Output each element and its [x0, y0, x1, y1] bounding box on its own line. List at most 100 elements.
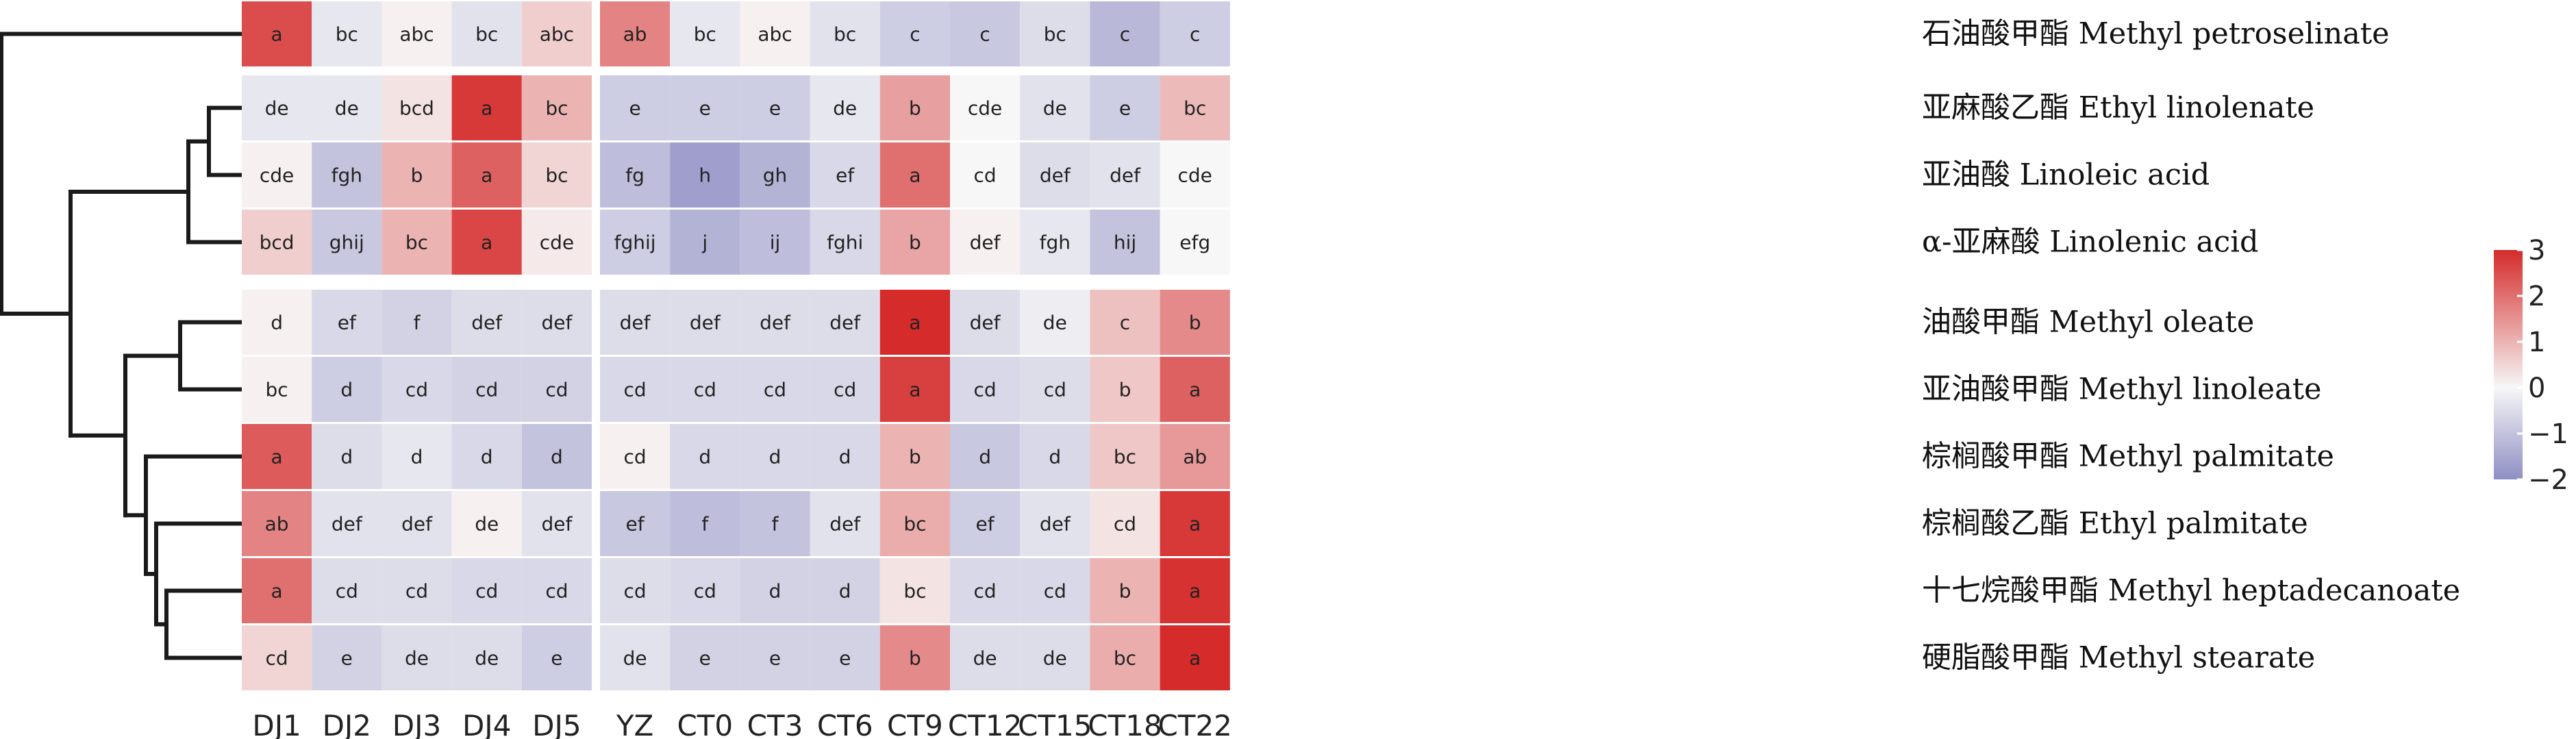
- heatmap-cell: [451, 558, 522, 623]
- heatmap-cell: [600, 210, 671, 275]
- column-label: CT9: [887, 709, 943, 739]
- cell-significance-letter: e: [839, 647, 851, 670]
- row-label: 亚麻酸乙酯 Ethyl linolenate: [1922, 91, 2314, 125]
- heatmap-cell: [1160, 142, 1230, 208]
- cell-significance-letter: e: [551, 647, 562, 670]
- heatmap-cell: [312, 290, 382, 355]
- heatmap-cell: [382, 424, 452, 489]
- heatmap-cell: [670, 558, 740, 623]
- cell-significance-letter: d: [769, 446, 781, 468]
- heatmap-cell: [521, 210, 592, 275]
- cell-significance-letter: de: [335, 97, 359, 120]
- heatmap-cell: [879, 142, 950, 208]
- cell-significance-letter: bc: [545, 97, 568, 120]
- heatmap-cell: [950, 75, 1021, 140]
- heatmap-cell: [312, 424, 382, 489]
- cell-significance-letter: def: [471, 312, 503, 334]
- cell-significance-letter: d: [839, 446, 851, 468]
- cell-significance-letter: bc: [903, 580, 926, 603]
- heatmap-cell: [242, 75, 312, 140]
- heatmap-cell: [451, 424, 522, 489]
- heatmap-cell: [382, 290, 452, 355]
- heatmap-cell: [879, 424, 950, 489]
- column-label: DJ3: [392, 709, 441, 739]
- heatmap-cell: [521, 491, 592, 556]
- heatmap-cell: [521, 558, 592, 623]
- colorbar-tick-label: 3: [2528, 235, 2545, 266]
- cell-significance-letter: fgh: [332, 164, 362, 187]
- row-label: 石油酸甲酯 Methyl petroselinate: [1922, 17, 2390, 51]
- heatmap-cell: [382, 210, 452, 275]
- cell-significance-letter: cd: [974, 164, 997, 187]
- column-labels: DJ1 DJ2 DJ3 DJ4 DJ5 YZ CT0 CT3 CT6 CT9 CT12CT15CT1…: [252, 709, 1232, 739]
- colorbar-tick-label: 1: [2528, 327, 2545, 358]
- cell-significance-letter: def: [690, 312, 721, 334]
- heatmap-cell: [670, 1, 740, 66]
- heatmap-cell: [312, 210, 382, 275]
- heatmap-cell: [1020, 424, 1090, 489]
- heatmap-cell: [810, 625, 880, 690]
- cell-significance-letter: e: [769, 97, 781, 120]
- cell-significance-letter: bc: [1184, 97, 1206, 120]
- heatmap-cell: [740, 357, 810, 422]
- cell-significance-letter: ab: [623, 23, 647, 46]
- cell-significance-letter: fg: [625, 164, 645, 187]
- heatmap-cell: [810, 75, 880, 140]
- cell-significance-letter: d: [1049, 446, 1061, 468]
- cell-significance-letter: e: [699, 647, 711, 670]
- cell-significance-letter: de: [475, 513, 499, 536]
- heatmap-cell: [810, 491, 880, 556]
- row-label: 棕榈酸甲酯 Methyl palmitate: [1922, 440, 2334, 474]
- cell-significance-letter: d: [979, 446, 991, 468]
- colorbar-tick-label: −1: [2528, 418, 2568, 450]
- cell-significance-letter: ef: [338, 312, 357, 334]
- cell-significance-letter: ef: [976, 513, 995, 536]
- row-label: 十七烷酸甲酯 Methyl heptadecanoate: [1922, 574, 2460, 608]
- cell-significance-letter: a: [1189, 379, 1201, 401]
- cell-significance-letter: bc: [545, 164, 568, 187]
- cell-significance-letter: h: [699, 164, 711, 187]
- heatmap-cell: [670, 75, 740, 140]
- cell-significance-letter: def: [401, 513, 433, 536]
- cell-significance-letter: a: [481, 164, 492, 187]
- cell-significance-letter: b: [1189, 312, 1201, 334]
- cell-significance-letter: a: [909, 379, 921, 401]
- cell-significance-letter: a: [481, 231, 492, 254]
- cell-significance-letter: b: [411, 164, 423, 187]
- cell-significance-letter: bc: [336, 23, 358, 46]
- heatmap-cell: [600, 75, 671, 140]
- cell-significance-letter: c: [910, 23, 920, 46]
- heatmap-cell: [242, 210, 312, 275]
- cell-significance-letter: de: [265, 97, 289, 120]
- heatmap-cell: [670, 424, 740, 489]
- column-label: CT22: [1158, 709, 1231, 739]
- cell-significance-letter: bc: [475, 23, 498, 46]
- heatmap-cell: [600, 142, 671, 208]
- colorbar-tick-label: 0: [2528, 373, 2545, 404]
- heatmap-cell: [670, 625, 740, 690]
- heatmap-cell: [312, 625, 382, 690]
- colorbar-tick-label: −2: [2528, 464, 2568, 496]
- cell-significance-letter: cd: [974, 580, 997, 603]
- cell-significance-letter: f: [772, 513, 779, 536]
- cell-significance-letter: def: [1040, 513, 1071, 536]
- cell-significance-letter: def: [541, 312, 573, 334]
- cell-significance-letter: b: [909, 231, 921, 254]
- heatmap-cell: [740, 558, 810, 623]
- cell-significance-letter: def: [620, 312, 651, 334]
- heatmap-cell: [1160, 1, 1230, 66]
- cell-significance-letter: d: [769, 580, 781, 603]
- column-label: DJ4: [462, 709, 511, 739]
- heatmap-cell: [950, 625, 1021, 690]
- heatmap-cell: [1090, 558, 1160, 623]
- cell-significance-letter: cd: [694, 580, 716, 603]
- heatmap-cell: [950, 357, 1021, 422]
- colorbar-gradient: [2494, 250, 2523, 479]
- heatmap-cell: [312, 558, 382, 623]
- cell-significance-letter: ef: [836, 164, 855, 187]
- cell-significance-letter: cd: [266, 647, 288, 670]
- cell-significance-letter: d: [839, 580, 851, 603]
- color-scale-legend: 3 2 1 0 −1 −2: [2494, 235, 2568, 496]
- heatmap-cell: [1090, 75, 1160, 140]
- cell-significance-letter: bc: [405, 231, 428, 254]
